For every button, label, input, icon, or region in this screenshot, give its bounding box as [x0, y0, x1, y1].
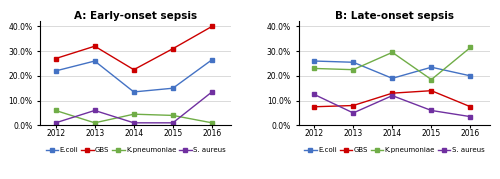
S. aureus	[468, 116, 473, 118]
GBS	[170, 48, 176, 50]
Line: S. aureus: S. aureus	[312, 93, 472, 118]
Title: B: Late-onset sepsis: B: Late-onset sepsis	[335, 11, 454, 21]
S. aureus	[390, 95, 396, 97]
GBS	[311, 106, 317, 108]
E.coli	[131, 91, 137, 93]
E.coli	[52, 70, 59, 72]
Line: GBS: GBS	[54, 25, 214, 71]
S. aureus	[170, 122, 176, 124]
Line: E.coli: E.coli	[54, 58, 214, 94]
K.pneumoniae	[390, 51, 396, 54]
GBS	[468, 106, 473, 108]
Line: E.coli: E.coli	[312, 59, 472, 80]
S. aureus	[209, 91, 215, 93]
E.coli	[92, 60, 98, 62]
Line: K.pneumoniae: K.pneumoniae	[312, 46, 472, 81]
Legend: E.coli, GBS, K.pneumoniae, S. aureus: E.coli, GBS, K.pneumoniae, S. aureus	[46, 147, 226, 153]
K.pneumoniae	[52, 109, 59, 112]
GBS	[52, 57, 59, 60]
S. aureus	[350, 112, 356, 114]
E.coli	[468, 75, 473, 77]
K.pneumoniae	[468, 46, 473, 49]
K.pneumoniae	[428, 79, 434, 81]
Line: K.pneumoniae: K.pneumoniae	[54, 109, 214, 125]
K.pneumoniae	[209, 122, 215, 124]
E.coli	[350, 61, 356, 63]
Title: A: Early-onset sepsis: A: Early-onset sepsis	[74, 11, 198, 21]
E.coli	[428, 66, 434, 68]
E.coli	[311, 60, 317, 62]
E.coli	[170, 87, 176, 89]
K.pneumoniae	[170, 114, 176, 117]
S. aureus	[92, 109, 98, 112]
GBS	[428, 90, 434, 92]
Legend: E.coli, GBS, K.pneumoniae, S. aureus: E.coli, GBS, K.pneumoniae, S. aureus	[304, 147, 484, 153]
S. aureus	[131, 122, 137, 124]
GBS	[92, 45, 98, 47]
K.pneumoniae	[311, 67, 317, 69]
S. aureus	[52, 122, 59, 124]
GBS	[209, 25, 215, 28]
GBS	[131, 69, 137, 71]
K.pneumoniae	[92, 122, 98, 124]
GBS	[390, 92, 396, 94]
GBS	[350, 105, 356, 107]
E.coli	[390, 77, 396, 79]
E.coli	[209, 59, 215, 61]
K.pneumoniae	[131, 113, 137, 115]
S. aureus	[428, 109, 434, 112]
Line: S. aureus: S. aureus	[54, 90, 214, 125]
S. aureus	[311, 93, 317, 95]
K.pneumoniae	[350, 69, 356, 71]
Line: GBS: GBS	[312, 89, 472, 108]
